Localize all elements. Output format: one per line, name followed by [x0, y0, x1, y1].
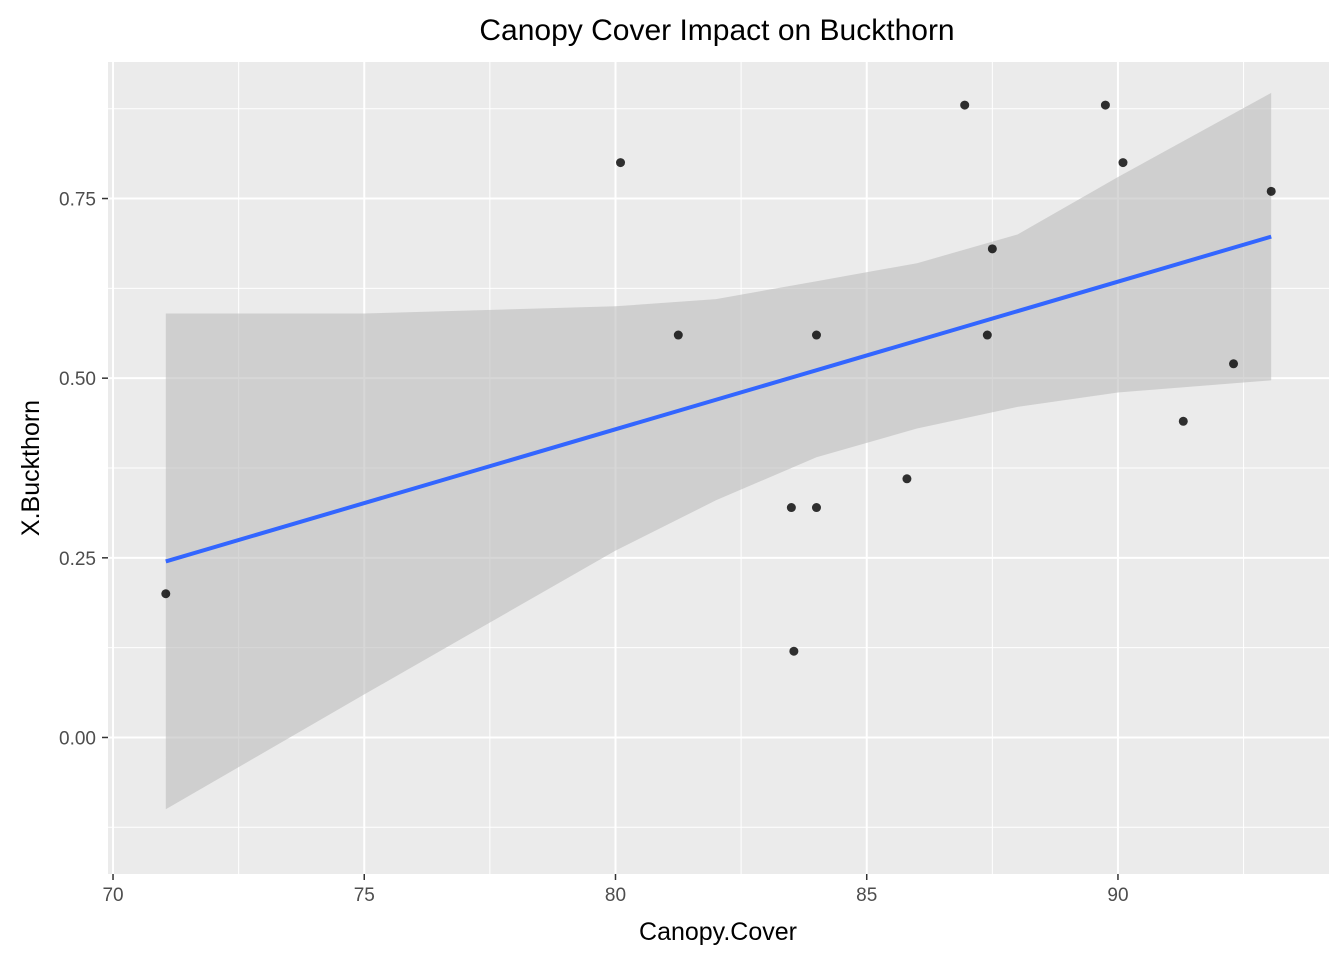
x-tick-label: 80 — [605, 885, 626, 906]
data-point — [1178, 416, 1188, 426]
regression-line — [165, 234, 1272, 564]
data-point — [1266, 186, 1276, 196]
data-point — [982, 330, 992, 340]
y-tick-label: 0.75 — [59, 190, 96, 211]
data-point — [902, 474, 912, 484]
x-axis-ticks: 70 75 80 85 90 — [102, 874, 1129, 906]
data-point — [811, 330, 821, 340]
data-point — [987, 244, 997, 254]
x-tick-label: 75 — [354, 885, 375, 906]
y-tick-label: 0.00 — [59, 728, 96, 749]
data-point — [1229, 359, 1239, 369]
x-tick-label: 90 — [1107, 885, 1128, 906]
data-point — [673, 330, 683, 340]
fit-line-layer — [165, 234, 1272, 564]
y-tick-label: 0.25 — [59, 549, 96, 570]
confidence-band — [165, 92, 1272, 810]
data-point — [161, 589, 171, 599]
y-tick-label: 0.50 — [59, 369, 96, 390]
data-point — [616, 158, 626, 168]
data-point — [786, 503, 796, 513]
data-points — [161, 100, 1276, 656]
data-point — [789, 646, 799, 656]
data-point — [960, 100, 970, 110]
chart-title: Canopy Cover Impact on Buckthorn — [479, 14, 954, 47]
y-axis-ticks: 0.00 0.25 0.50 0.75 — [59, 190, 108, 749]
data-point — [1100, 100, 1110, 110]
data-point — [811, 503, 821, 513]
x-axis-title: Canopy.Cover — [639, 918, 797, 946]
y-axis-title: X.Buckthorn — [17, 400, 45, 536]
x-tick-label: 85 — [856, 885, 877, 906]
x-tick-label: 70 — [102, 885, 123, 906]
data-point — [1118, 158, 1128, 168]
confidence-band-layer — [165, 92, 1272, 810]
